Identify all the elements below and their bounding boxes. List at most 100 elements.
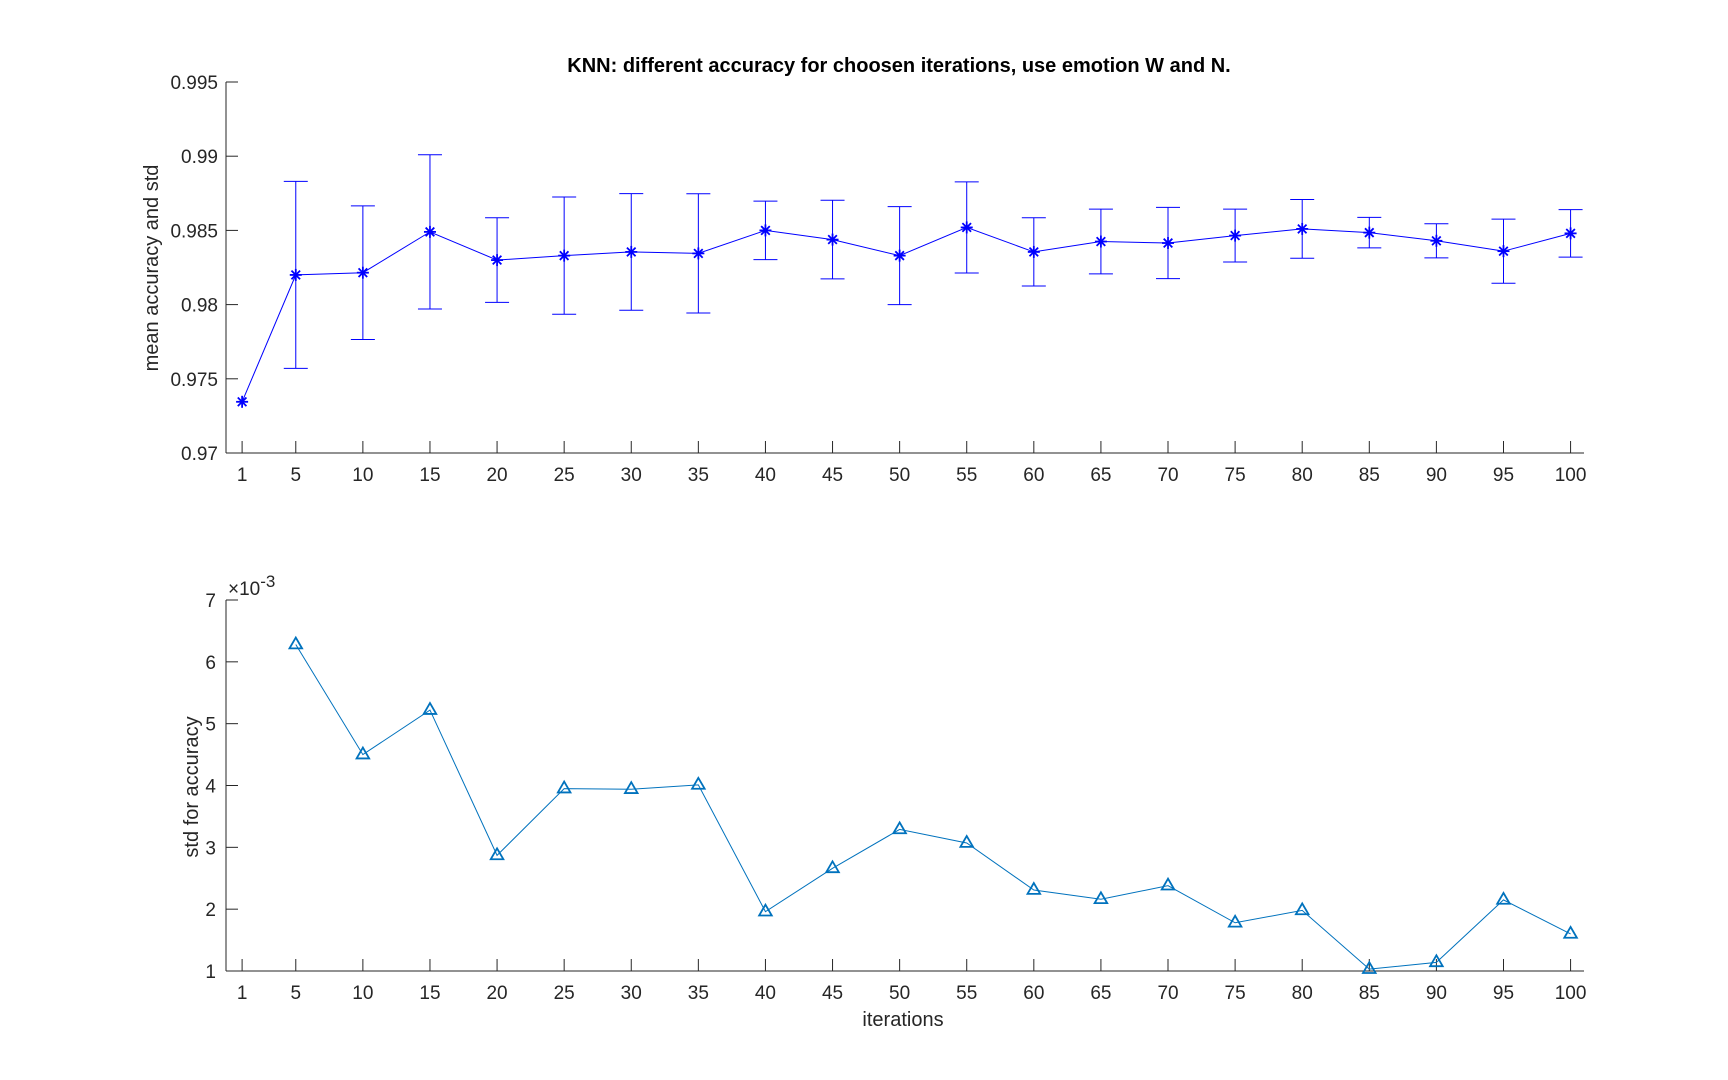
y-axis-exponent-base: ×10 — [228, 579, 260, 600]
accuracy-point — [960, 221, 973, 234]
std-point — [1227, 913, 1243, 928]
accuracy-x-tick-label: 5 — [290, 465, 301, 486]
std-markers — [287, 635, 1579, 974]
std-point — [556, 779, 573, 794]
asterisk-stroke — [290, 269, 301, 280]
std-x-tick-label: 1 — [237, 983, 248, 1004]
accuracy-y-tick-label: 0.995 — [170, 73, 218, 94]
accuracy-error-bars — [283, 154, 1583, 369]
accuracy-point — [1229, 229, 1242, 242]
accuracy-x-tick-label: 70 — [1157, 465, 1178, 486]
asterisk-stroke — [492, 255, 503, 266]
std-x-tick-label: 90 — [1426, 983, 1447, 1004]
std-x-ticks: 1 5 10 15 20 25 30 35 40 45 50 55 60 65 70 75 80 85 90 95 10… — [237, 959, 1586, 1004]
accuracy-x-tick-label: 65 — [1090, 465, 1111, 486]
asterisk-stroke — [1163, 238, 1173, 248]
std-y-ticks: 1 2 3 4 5 6 7 — [205, 591, 238, 983]
std-point — [1428, 953, 1445, 968]
std-x-tick-label: 70 — [1157, 983, 1178, 1004]
std-point — [1562, 925, 1579, 939]
accuracy-point — [1430, 234, 1443, 247]
std-x-tick-label: 55 — [956, 983, 977, 1004]
std-point — [355, 745, 371, 760]
std-x-tick-label: 20 — [486, 983, 507, 1004]
std-x-tick-label: 10 — [352, 983, 373, 1004]
std-point — [958, 834, 975, 848]
std-y-tick-label: 3 — [205, 838, 216, 859]
asterisk-stroke — [1230, 230, 1241, 241]
std-point — [824, 859, 841, 874]
std-point — [757, 902, 774, 917]
accuracy-x-tick-label: 40 — [755, 465, 776, 486]
accuracy-point — [1564, 227, 1577, 240]
accuracy-point — [356, 266, 369, 279]
accuracy-x-tick-label: 50 — [889, 465, 910, 486]
accuracy-markers — [236, 221, 1577, 408]
asterisk-stroke — [1431, 235, 1442, 246]
y-axis-exponent-power: -3 — [260, 572, 275, 591]
std-x-tick-label: 75 — [1225, 983, 1246, 1004]
std-x-tick-label: 50 — [889, 983, 910, 1004]
accuracy-point — [1094, 235, 1107, 248]
std-series-line — [295, 644, 1571, 970]
std-point — [623, 780, 640, 794]
accuracy-x-tick-label: 35 — [688, 465, 709, 486]
accuracy-point — [236, 395, 249, 408]
asterisk-stroke — [559, 250, 570, 261]
std-point — [1361, 960, 1378, 974]
std-point — [1495, 891, 1512, 905]
accuracy-x-tick-label: 95 — [1493, 465, 1514, 486]
asterisk-stroke — [693, 248, 704, 259]
asterisk-stroke — [1565, 228, 1576, 239]
accuracy-point — [826, 233, 839, 246]
y-axis-exponent: ×10-3 — [228, 572, 275, 600]
std-point — [1025, 881, 1042, 895]
std-x-tick-label: 5 — [290, 983, 301, 1004]
std-x-tick-label: 40 — [755, 983, 776, 1004]
accuracy-x-tick-label: 85 — [1359, 465, 1380, 486]
accuracy-x-tick-label: 30 — [621, 465, 642, 486]
accuracy-x-tick-label: 80 — [1292, 465, 1313, 486]
accuracy-x-tick-label: 25 — [554, 465, 575, 486]
accuracy-point — [423, 225, 436, 238]
y-axis-label-accuracy: mean accuracy and std — [141, 165, 163, 372]
asterisk-stroke — [1297, 223, 1308, 234]
asterisk-stroke — [894, 250, 905, 261]
asterisk-stroke — [760, 225, 771, 236]
asterisk-stroke — [961, 222, 972, 233]
std-point — [1093, 890, 1109, 905]
accuracy-point — [491, 254, 504, 267]
std-x-tick-label: 60 — [1023, 983, 1044, 1004]
accuracy-y-ticks: 0.97 0.975 0.98 0.985 0.99 0.995 — [170, 73, 238, 465]
std-point — [1160, 876, 1176, 891]
accuracy-panel: KNN: different accuracy for choosen iter… — [141, 55, 1586, 486]
asterisk-stroke — [1498, 246, 1509, 257]
std-series — [295, 644, 1571, 970]
asterisk-stroke — [1364, 227, 1375, 238]
std-point — [690, 776, 707, 790]
asterisk-stroke — [357, 267, 368, 278]
accuracy-point — [893, 249, 906, 262]
y-axis-label-std: std for accuracy — [181, 716, 203, 857]
accuracy-point — [1296, 222, 1309, 235]
accuracy-point — [1363, 226, 1376, 239]
accuracy-y-tick-label: 0.99 — [181, 147, 218, 168]
accuracy-y-tick-label: 0.97 — [181, 444, 218, 465]
accuracy-y-tick-label: 0.975 — [170, 370, 218, 391]
accuracy-x-tick-label: 20 — [486, 465, 507, 486]
std-y-tick-label: 2 — [205, 900, 216, 921]
std-point — [891, 820, 908, 835]
std-panel: std for accuracy iterations ×10-3 123456… — [181, 572, 1586, 1031]
std-y-tick-label: 6 — [205, 653, 216, 674]
accuracy-point — [1027, 245, 1040, 258]
std-point — [489, 846, 505, 861]
accuracy-x-ticks: 1 5 10 15 20 25 30 35 40 45 50 55 60 65 70 75 80 85 90 95 10… — [237, 441, 1586, 486]
accuracy-x-tick-label: 1 — [237, 465, 248, 486]
accuracy-x-tick-label: 10 — [352, 465, 373, 486]
accuracy-series-line — [241, 226, 1571, 402]
std-point — [422, 701, 438, 715]
accuracy-point — [625, 245, 638, 258]
std-x-tick-label: 80 — [1292, 983, 1313, 1004]
std-x-tick-label: 35 — [688, 983, 709, 1004]
